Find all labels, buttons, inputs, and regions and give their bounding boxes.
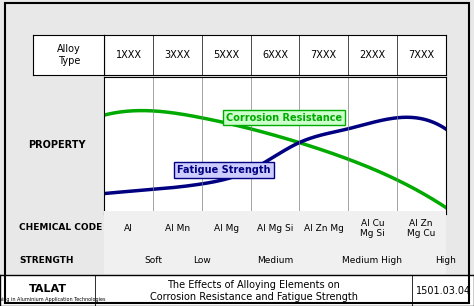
Text: The Effects of Alloying Elements on
Corrosion Resistance and Fatigue Strength: The Effects of Alloying Elements on Corr… [150,280,357,301]
Bar [0,275,95,306]
Text: Medium: Medium [257,256,293,265]
Text: STRENGTH: STRENGTH [19,256,73,265]
Bar [412,275,474,306]
Text: Alloy
Type: Alloy Type [57,44,81,66]
Text: Corrosion Resistance: Corrosion Resistance [226,113,342,123]
Text: Low: Low [193,256,210,265]
Text: Al Mn: Al Mn [165,224,190,233]
Text: Al Mg: Al Mg [214,224,239,233]
Text: 7XXX: 7XXX [408,50,434,60]
Text: Al Mg Si: Al Mg Si [257,224,293,233]
Text: Al Zn
Mg Cu: Al Zn Mg Cu [407,219,436,238]
Text: Al: Al [124,224,133,233]
Text: 6XXX: 6XXX [262,50,288,60]
Text: 5XXX: 5XXX [213,50,239,60]
Text: Medium High: Medium High [342,256,402,265]
Text: Soft: Soft [144,256,162,265]
Bar [95,275,412,306]
Text: 2XXX: 2XXX [359,50,385,60]
Text: 1XXX: 1XXX [116,50,142,60]
Text: CHEMICAL CODE: CHEMICAL CODE [19,223,102,233]
Text: TALAT: TALAT [28,284,66,294]
Text: Al Zn Mg: Al Zn Mg [304,224,344,233]
Text: Fatigue Strength: Fatigue Strength [177,165,271,175]
Text: 1501.03.04: 1501.03.04 [416,286,471,296]
Text: PROPERTY: PROPERTY [28,140,86,150]
Text: 3XXX: 3XXX [164,50,191,60]
Text: Al Cu
Mg Si: Al Cu Mg Si [360,219,385,238]
Text: Training in Aluminium Application Technologies: Training in Aluminium Application Techno… [0,297,105,302]
Text: 7XXX: 7XXX [310,50,337,60]
Text: High: High [435,256,456,265]
